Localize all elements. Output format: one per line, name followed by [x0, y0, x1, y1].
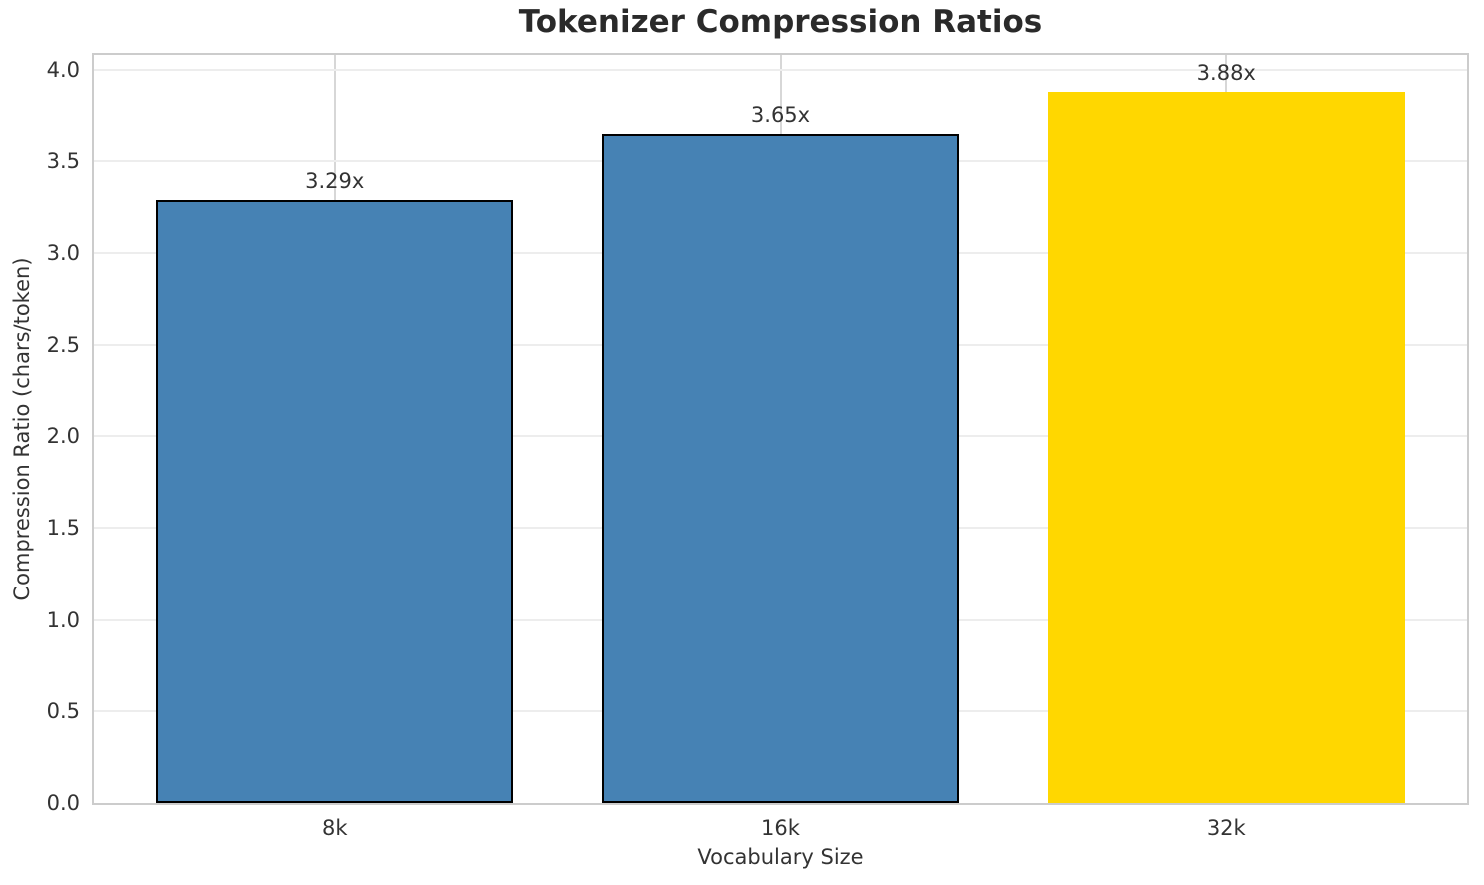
bar-value-label: 3.65x	[750, 102, 811, 127]
chart-title: Tokenizer Compression Ratios	[518, 4, 1043, 40]
x-tick-label-16k: 16k	[761, 816, 800, 840]
y-tick-label: 0.0	[46, 791, 80, 815]
y-tick-label: 2.5	[46, 332, 80, 357]
gridline-horizontal	[94, 68, 1467, 71]
plot-area: 3.29x 3.65x 3.88x	[92, 53, 1469, 805]
bar-8k	[156, 199, 514, 803]
y-tick-label: 2.0	[46, 424, 80, 449]
y-tick-label: 3.0	[46, 241, 80, 265]
x-tick-label-8k: 8k	[321, 816, 348, 840]
y-tick-label: 1.0	[46, 607, 80, 632]
y-tick-label: 3.5	[46, 149, 80, 174]
bar-value-label: 3.88x	[1196, 60, 1256, 85]
y-tick-label: 4.0	[46, 57, 80, 82]
x-tick-label-32k: 32k	[1206, 816, 1246, 840]
y-tick-label: 1.5	[46, 516, 80, 540]
bar-value-label: 3.29x	[305, 168, 365, 193]
y-tick-label: 0.5	[46, 699, 80, 724]
bar-16k	[602, 133, 959, 803]
x-axis-label: Vocabulary Size	[697, 845, 864, 869]
bar-32k	[1047, 91, 1405, 803]
